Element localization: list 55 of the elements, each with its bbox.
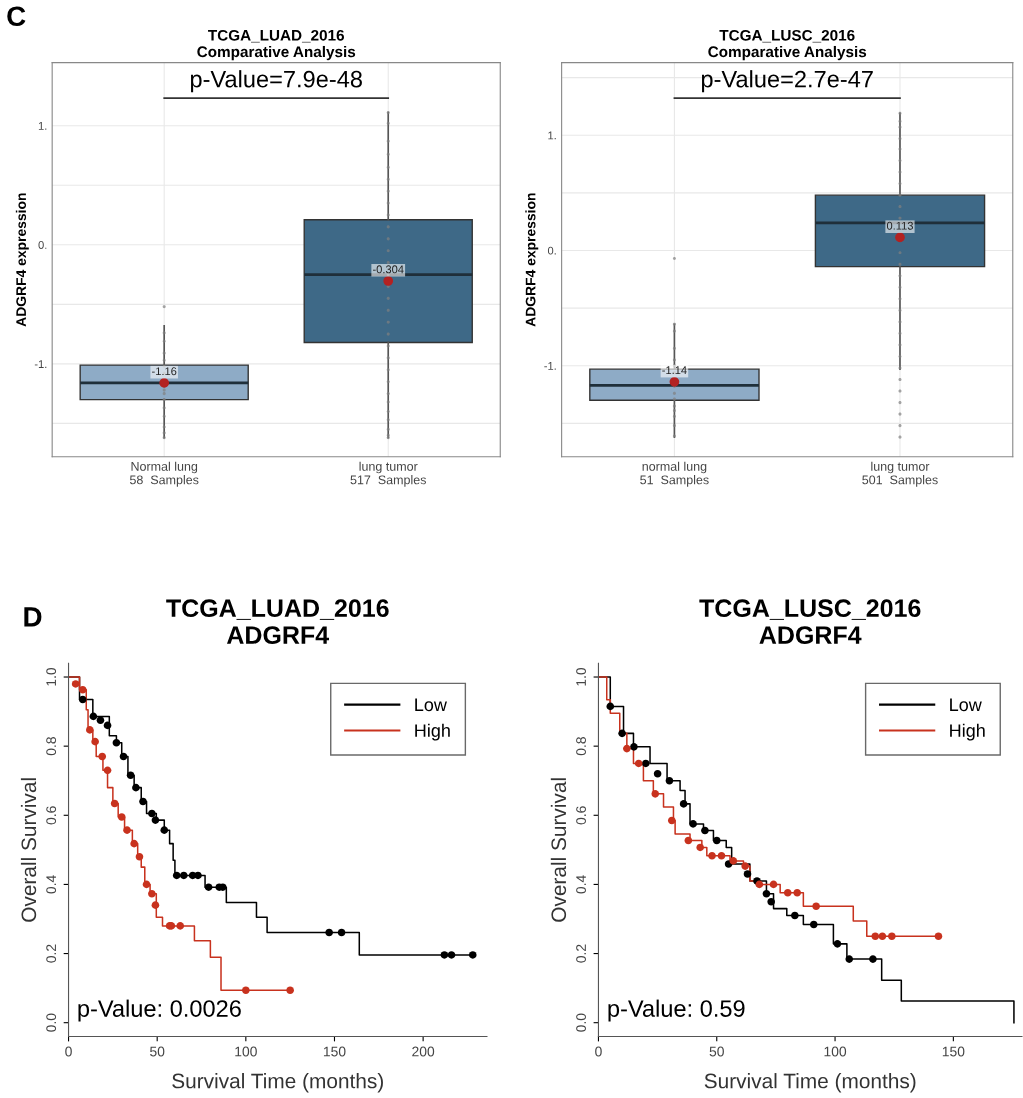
text: C <box>7 6 26 27</box>
y-tick-label: 1. <box>38 122 47 130</box>
x-tick-label: 150 <box>942 1046 965 1057</box>
y-tick-label: 0.4 <box>576 875 586 894</box>
annotation: p-Value: 0.0026 <box>78 999 241 1022</box>
legend-label: High <box>415 723 450 741</box>
y-axis-title: Overall Survival <box>550 778 567 922</box>
annotation: p-Value: 0.59 <box>608 999 745 1022</box>
legend-label: High <box>950 723 985 741</box>
text: D <box>24 607 42 627</box>
text: -1.14 <box>662 366 687 374</box>
legend-label: Low <box>415 698 447 712</box>
chart-title: TCGA_LUSC_2016 ADGRF4 <box>699 599 921 644</box>
y-tick-label: 1.0 <box>46 667 57 686</box>
x-tick-label: lung tumor 517 Samples <box>350 461 426 487</box>
x-tick-label: 0 <box>595 1046 602 1057</box>
y-axis-title: Overall Survival <box>20 778 37 922</box>
annotation: p-Value=7.9e-48 <box>190 70 362 93</box>
y-tick-label: 1. <box>548 131 556 140</box>
x-tick-label: 0 <box>65 1046 72 1057</box>
x-tick-label: lung tumor 501 Samples <box>862 461 938 487</box>
x-axis-title: Survival Time (months) <box>704 1073 916 1093</box>
chart-title: TCGA_LUSC_2016 Comparative Analysis <box>708 29 867 61</box>
y-tick-label: 0.4 <box>46 875 57 894</box>
y-tick-label: -1. <box>34 360 47 368</box>
y-tick-label: 0.0 <box>46 1013 57 1032</box>
x-axis-title: Survival Time (months) <box>172 1073 383 1093</box>
y-axis-title: ADGRF4 expression <box>525 193 539 327</box>
y-tick-label: 0.2 <box>46 944 57 963</box>
y-tick-label: 0. <box>38 241 47 249</box>
chart-title: TCGA_LUAD_2016 Comparative Analysis <box>197 29 356 61</box>
x-tick-label: 50 <box>709 1046 724 1057</box>
text: -0.304 <box>372 265 404 274</box>
x-tick-label: Normal lung 58 Samples <box>129 461 199 487</box>
text: 0.113 <box>886 221 913 230</box>
text: -1.16 <box>152 367 177 376</box>
chart-title: TCGA_LUAD_2016 ADGRF4 <box>166 599 389 644</box>
y-tick-label: -1. <box>544 362 556 370</box>
x-tick-label: 50 <box>150 1046 165 1057</box>
y-tick-label: 1.0 <box>576 667 586 686</box>
y-tick-label: 0.2 <box>576 944 586 963</box>
x-tick-label: 150 <box>323 1046 346 1057</box>
x-tick-label: normal lung 51 Samples <box>640 461 709 487</box>
annotation: p-Value=2.7e-47 <box>701 70 873 93</box>
x-tick-label: 200 <box>412 1046 435 1057</box>
legend-label: Low <box>950 698 982 712</box>
y-tick-label: 0. <box>547 246 556 255</box>
y-tick-label: 0.6 <box>46 806 57 825</box>
y-tick-label: 0.6 <box>576 806 586 825</box>
y-axis-title: ADGRF4 expression <box>15 193 29 327</box>
x-tick-label: 100 <box>824 1046 847 1057</box>
x-tick-label: 100 <box>235 1046 257 1057</box>
y-tick-label: 0.0 <box>576 1013 586 1032</box>
y-tick-label: 0.8 <box>576 737 586 756</box>
y-tick-label: 0.8 <box>46 737 57 756</box>
